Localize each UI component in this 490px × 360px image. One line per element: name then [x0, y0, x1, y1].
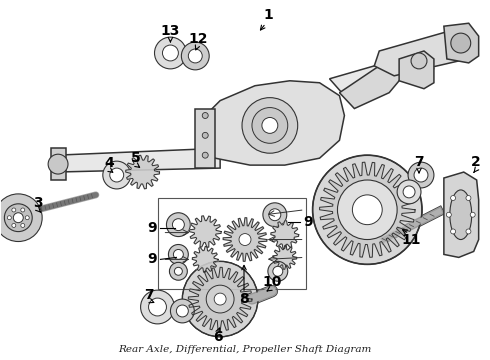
Text: 11: 11 [401, 233, 421, 247]
Text: Rear Axle, Differential, Propeller Shaft Diagram: Rear Axle, Differential, Propeller Shaft… [118, 345, 372, 354]
Polygon shape [189, 216, 221, 247]
Circle shape [269, 209, 281, 221]
Circle shape [214, 293, 226, 305]
Circle shape [174, 267, 182, 275]
Text: 9: 9 [147, 221, 157, 235]
Polygon shape [319, 162, 415, 257]
Polygon shape [271, 221, 299, 248]
Circle shape [171, 299, 195, 323]
Circle shape [181, 42, 209, 70]
Circle shape [182, 261, 258, 337]
Circle shape [451, 195, 456, 201]
Polygon shape [329, 53, 434, 96]
Circle shape [176, 305, 188, 317]
Circle shape [470, 212, 475, 217]
Circle shape [163, 45, 178, 61]
Circle shape [202, 152, 208, 158]
Text: 2: 2 [471, 155, 481, 169]
Polygon shape [399, 51, 434, 89]
Circle shape [451, 33, 471, 53]
Circle shape [169, 244, 188, 264]
Circle shape [48, 154, 68, 174]
Polygon shape [125, 155, 159, 189]
Circle shape [12, 224, 16, 228]
Circle shape [414, 168, 428, 182]
Polygon shape [444, 23, 479, 63]
Circle shape [21, 208, 25, 212]
Circle shape [451, 229, 456, 234]
Text: 4: 4 [104, 156, 114, 170]
Circle shape [397, 180, 421, 204]
Circle shape [262, 117, 278, 133]
Polygon shape [340, 61, 409, 109]
Circle shape [268, 261, 288, 281]
Circle shape [263, 203, 287, 227]
Circle shape [173, 249, 183, 260]
Text: 10: 10 [262, 275, 282, 289]
Circle shape [21, 224, 25, 228]
Polygon shape [56, 148, 220, 172]
Circle shape [239, 234, 251, 246]
Circle shape [408, 162, 434, 188]
Text: 7: 7 [144, 288, 153, 302]
Circle shape [170, 262, 187, 280]
Circle shape [466, 229, 471, 234]
Circle shape [202, 113, 208, 118]
Polygon shape [51, 148, 66, 180]
Text: 6: 6 [213, 330, 223, 344]
Polygon shape [374, 31, 464, 76]
Circle shape [352, 195, 382, 225]
Circle shape [0, 194, 42, 242]
Circle shape [148, 298, 167, 316]
Circle shape [338, 180, 397, 239]
Text: 7: 7 [414, 155, 424, 169]
Circle shape [167, 213, 190, 237]
Text: 9: 9 [303, 215, 313, 229]
Circle shape [242, 98, 298, 153]
Text: 12: 12 [189, 32, 208, 46]
Polygon shape [444, 172, 479, 257]
Text: 9: 9 [147, 252, 157, 266]
Circle shape [403, 186, 415, 198]
Circle shape [141, 290, 174, 324]
Text: 5: 5 [131, 151, 141, 165]
Circle shape [103, 161, 131, 189]
Circle shape [206, 285, 234, 313]
Circle shape [172, 219, 184, 231]
Text: 8: 8 [239, 292, 249, 306]
Circle shape [202, 132, 208, 138]
Circle shape [4, 204, 32, 231]
Polygon shape [196, 109, 215, 168]
Circle shape [25, 216, 29, 220]
Polygon shape [200, 81, 344, 165]
Text: 3: 3 [33, 196, 43, 210]
Circle shape [252, 108, 288, 143]
Circle shape [188, 49, 202, 63]
Circle shape [154, 37, 186, 69]
Circle shape [12, 208, 16, 212]
Circle shape [466, 195, 471, 201]
Ellipse shape [450, 190, 472, 239]
Circle shape [313, 155, 422, 264]
Text: 13: 13 [161, 24, 180, 38]
Polygon shape [192, 247, 218, 272]
Circle shape [110, 168, 123, 182]
Circle shape [411, 53, 427, 69]
Circle shape [273, 266, 283, 276]
Circle shape [446, 212, 451, 217]
Text: 1: 1 [263, 8, 273, 22]
Polygon shape [223, 218, 267, 261]
Circle shape [7, 216, 11, 220]
Circle shape [13, 213, 23, 223]
Polygon shape [273, 246, 297, 269]
Polygon shape [188, 267, 252, 331]
